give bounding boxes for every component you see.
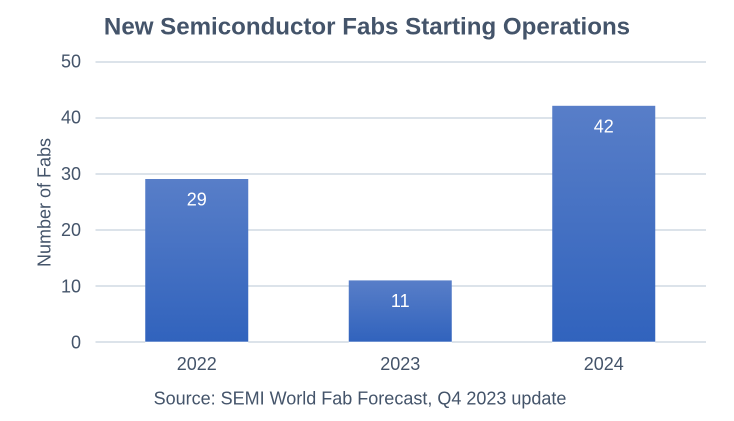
svg-text:11: 11 [391, 291, 410, 311]
svg-text:20: 20 [61, 220, 81, 240]
svg-text:42: 42 [594, 117, 614, 137]
svg-text:2022: 2022 [177, 354, 217, 374]
svg-text:0: 0 [71, 333, 81, 353]
svg-text:10: 10 [61, 276, 81, 296]
svg-text:Source: SEMI World Fab Forecas: Source: SEMI World Fab Forecast, Q4 2023… [154, 389, 567, 409]
svg-text:2023: 2023 [380, 354, 420, 374]
svg-text:50: 50 [61, 51, 81, 71]
svg-text:29: 29 [187, 190, 207, 210]
svg-text:40: 40 [61, 108, 81, 128]
svg-text:30: 30 [61, 164, 81, 184]
svg-text:Number of Fabs: Number of Fabs [35, 138, 55, 267]
svg-text:2024: 2024 [584, 354, 624, 374]
svg-text:New Semiconductor Fabs Startin: New Semiconductor Fabs Starting Operatio… [104, 14, 630, 41]
